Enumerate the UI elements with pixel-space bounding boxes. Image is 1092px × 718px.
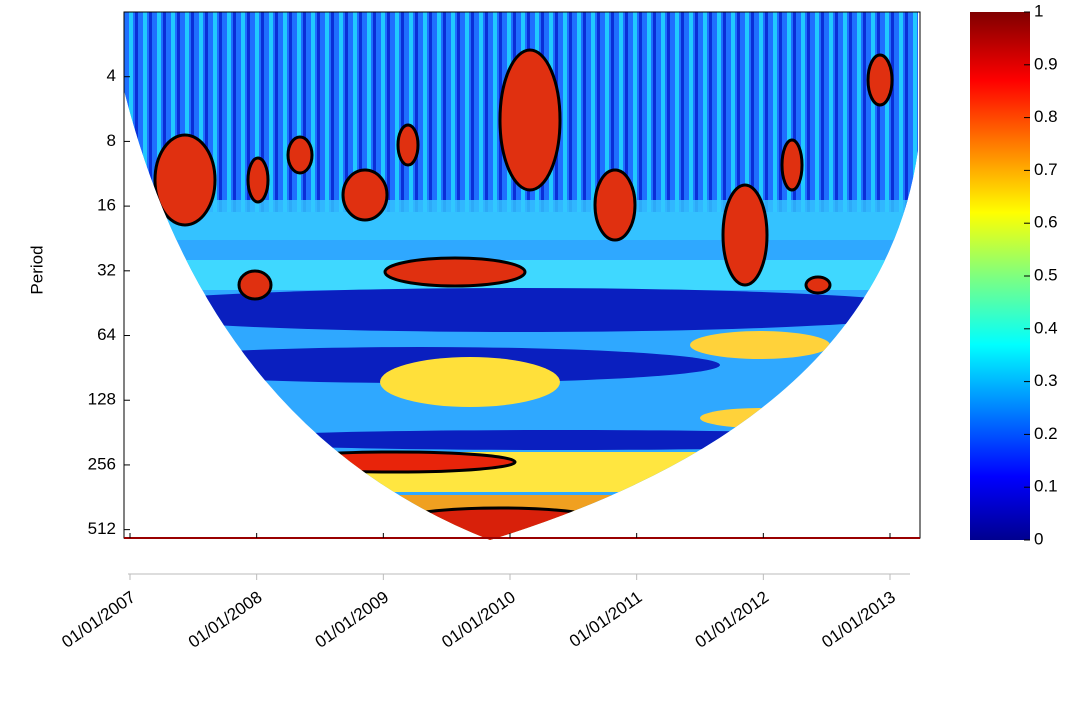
colorbar-tick-label: 0.4 [1034, 318, 1058, 337]
colorbar-tick-label: 0 [1034, 529, 1043, 548]
colorbar-tick-label: 0.8 [1034, 107, 1058, 126]
heatmap [124, 12, 918, 540]
y-tick-label: 256 [88, 454, 116, 473]
colorbar-tick-label: 0.9 [1034, 54, 1058, 73]
colorbar-tick-label: 0.7 [1034, 160, 1058, 179]
x-tick-label: 01/01/2011 [566, 587, 646, 651]
x-tick-label: 01/01/2009 [312, 587, 393, 651]
y-tick-label: 512 [88, 519, 116, 538]
colorbar [970, 12, 1030, 540]
colorbar-tick-label: 1 [1034, 1, 1043, 20]
x-tick-label: 01/01/2013 [818, 587, 899, 651]
x-tick-label: 01/01/2012 [692, 587, 773, 651]
y-tick-label: 16 [97, 196, 116, 215]
y-tick-label: 8 [107, 131, 116, 150]
y-tick-label: 32 [97, 260, 116, 279]
colorbar-tick-label: 0.5 [1034, 265, 1058, 284]
x-tick-label: 01/01/2007 [58, 587, 139, 651]
colorbar-tick-label: 0.2 [1034, 424, 1058, 443]
colorbar-tick-label: 0.3 [1034, 371, 1058, 390]
y-tick-label: 128 [88, 390, 116, 409]
y-tick-label: 64 [97, 325, 116, 344]
y-axis-label: Period [27, 245, 46, 294]
x-tick-label: 01/01/2010 [438, 587, 519, 651]
x-tick-label: 01/01/2008 [185, 587, 266, 651]
y-tick-label: 4 [107, 66, 116, 85]
colorbar-tick-label: 0.6 [1034, 213, 1058, 232]
colorbar-tick-label: 0.1 [1034, 477, 1058, 496]
